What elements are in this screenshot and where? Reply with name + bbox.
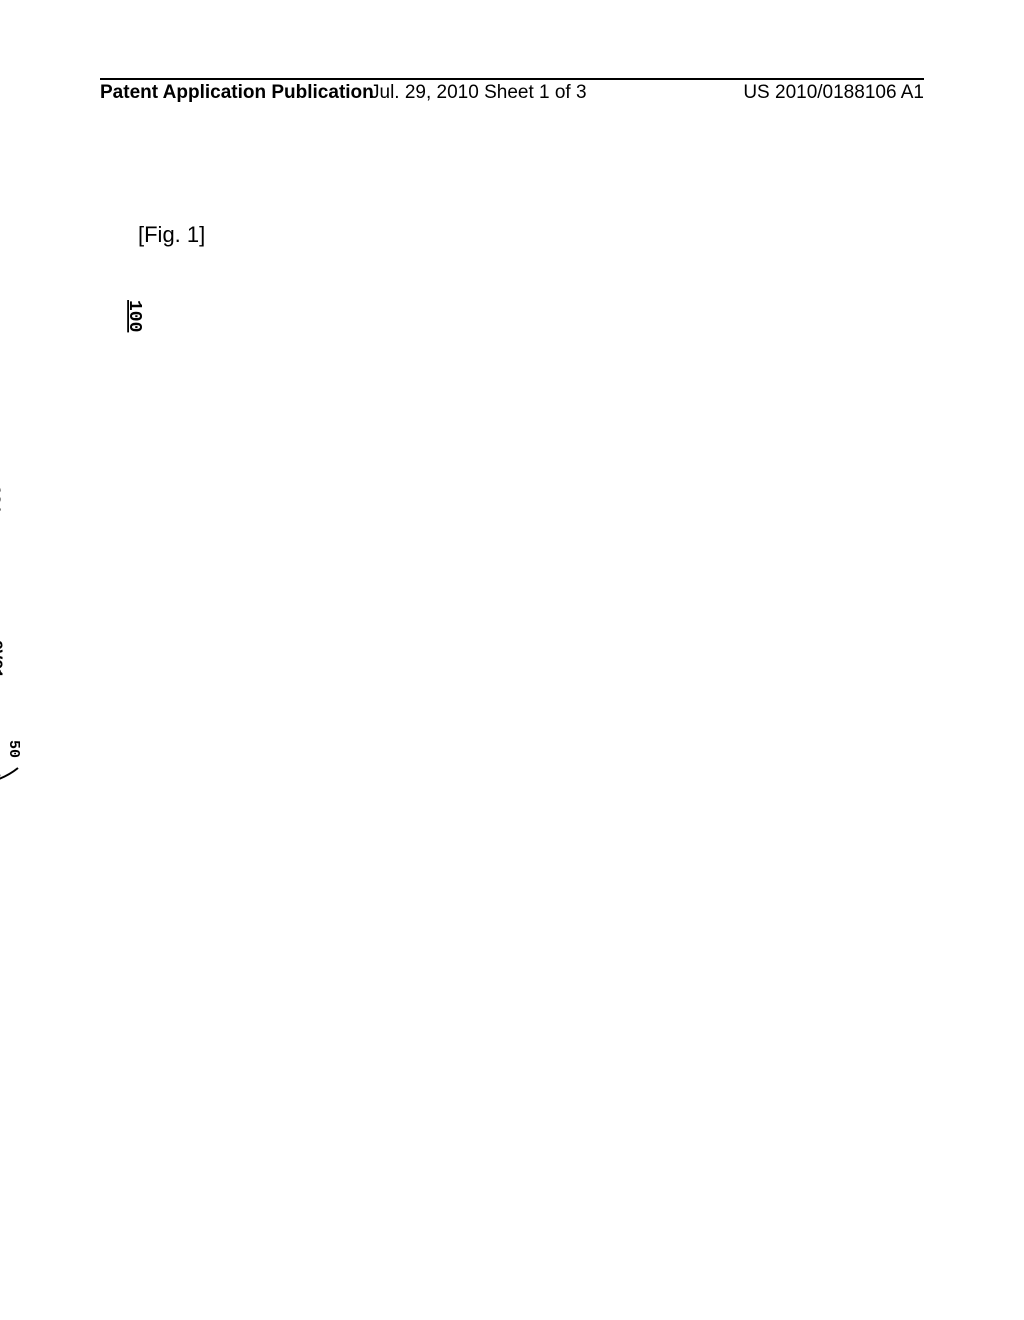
diagram-svg: 100 Oscillator 10 CF Capacitive sensor C… — [0, 240, 180, 1260]
header-left: Patent Application Publication — [100, 82, 374, 104]
page: Patent Application Publication Jul. 29, … — [0, 0, 1024, 1320]
mux-ref: 50 — [5, 740, 22, 758]
mux-ref-conn — [0, 768, 18, 780]
cvc1-ref: CVC1 — [0, 640, 5, 678]
diagram-container: 100 Oscillator 10 CF Capacitive sensor C… — [0, 240, 180, 1260]
header-mid: Jul. 29, 2010 Sheet 1 of 3 — [370, 82, 587, 104]
cs1-ref: CS1 — [0, 485, 3, 514]
header-rule — [100, 78, 924, 80]
ref-100: 100 — [124, 300, 144, 332]
header-right: US 2010/0188106 A1 — [743, 82, 924, 104]
